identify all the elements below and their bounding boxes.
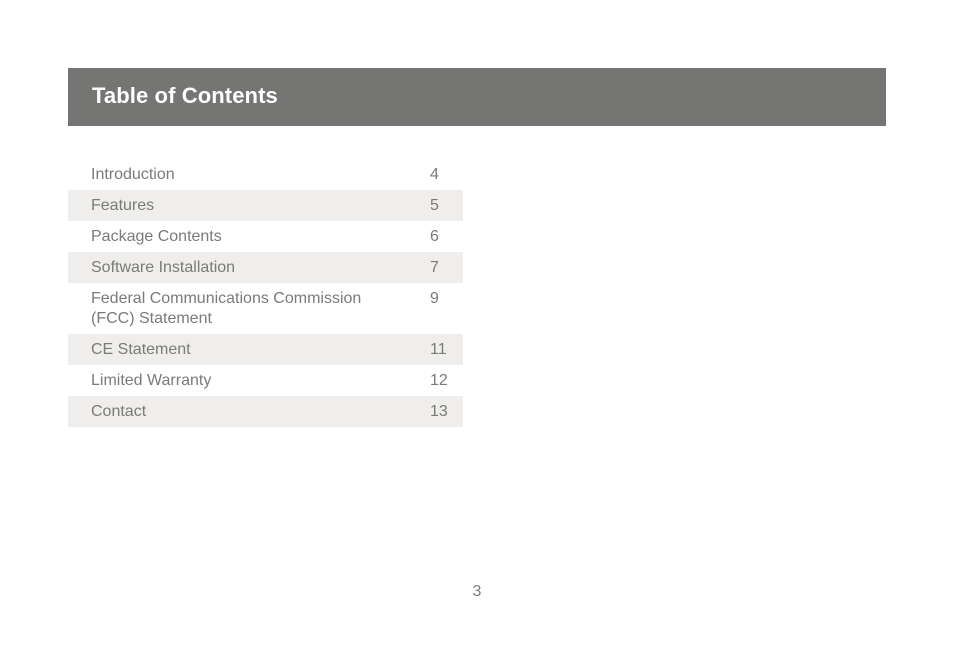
toc-row-package-contents[interactable]: Package Contents 6 [68, 221, 463, 252]
toc-entry-page: 12 [430, 372, 448, 389]
toc-row-ce-statement[interactable]: CE Statement 11 [68, 334, 463, 365]
toc-entry-label: Limited Warranty [91, 372, 212, 389]
toc-entry-page: 13 [430, 403, 448, 420]
title-bar: Table of Contents [68, 68, 886, 126]
toc-entry-label: Package Contents [91, 228, 222, 245]
table-of-contents: Introduction 4 Features 5 Package Conten… [68, 159, 463, 427]
toc-row-fcc-statement[interactable]: Federal Communications Commission (FCC) … [68, 283, 463, 334]
toc-entry-page: 7 [430, 259, 439, 276]
toc-row-features[interactable]: Features 5 [68, 190, 463, 221]
toc-row-software-installation[interactable]: Software Installation 7 [68, 252, 463, 283]
toc-entry-page: 5 [430, 197, 439, 214]
toc-entry-page: 4 [430, 166, 439, 183]
toc-entry-label: CE Statement [91, 341, 191, 358]
toc-row-limited-warranty[interactable]: Limited Warranty 12 [68, 365, 463, 396]
toc-entry-label: Federal Communications Commission (FCC) … [91, 290, 362, 327]
toc-entry-label: Contact [91, 403, 147, 420]
toc-entry-label: Software Installation [91, 259, 236, 276]
toc-row-contact[interactable]: Contact 13 [68, 396, 463, 427]
toc-entry-label: Features [91, 197, 155, 214]
toc-row-introduction[interactable]: Introduction 4 [68, 159, 463, 190]
page-title: Table of Contents [92, 83, 278, 108]
toc-entry-page: 11 [430, 341, 447, 358]
toc-entry-page: 9 [430, 290, 439, 307]
page-number: 3 [472, 583, 482, 600]
toc-entry-page: 6 [430, 228, 439, 245]
toc-entry-label: Introduction [91, 166, 175, 183]
